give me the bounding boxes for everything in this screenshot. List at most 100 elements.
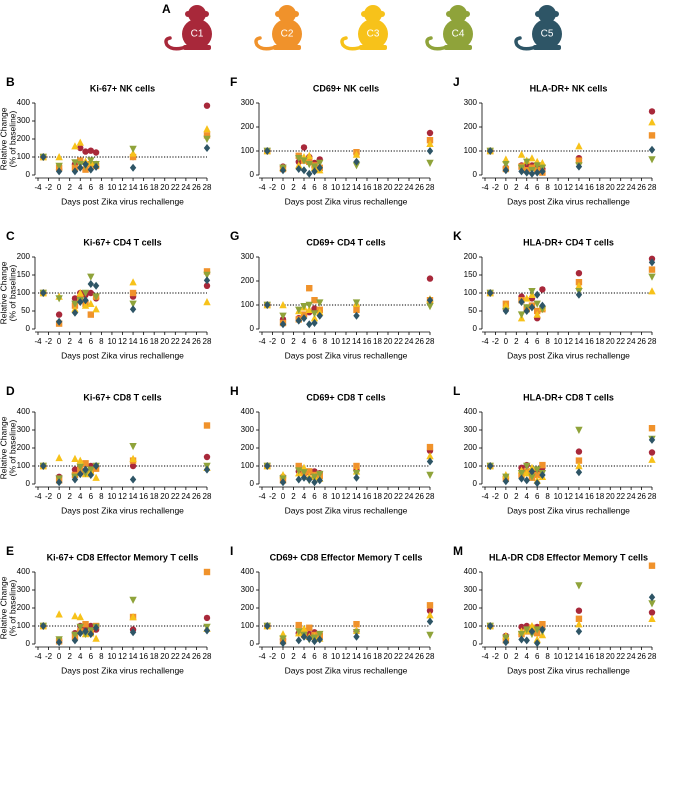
data-point: [129, 628, 137, 637]
data-point: [264, 462, 271, 470]
x-tick-label: -2: [492, 652, 500, 661]
data-point: [517, 630, 526, 639]
data-point: [40, 153, 47, 161]
data-point: [295, 316, 302, 325]
x-tick-label: 12: [118, 183, 127, 192]
x-tick-label: 22: [394, 183, 403, 192]
x-tick-label: 18: [373, 652, 382, 661]
x-tick-label: 20: [160, 492, 169, 501]
data-point: [575, 290, 583, 299]
data-point: [502, 634, 510, 642]
data-point: [648, 273, 656, 281]
data-point: [533, 300, 541, 308]
data-point: [426, 602, 434, 609]
data-point: [77, 629, 84, 638]
y-tick-label: 0: [26, 170, 31, 179]
data-point: [92, 623, 100, 632]
x-tick-label: 14: [574, 183, 583, 192]
x-tick-label: 12: [118, 652, 127, 661]
x-tick-label: -2: [45, 652, 53, 661]
x-tick-label: 10: [331, 183, 340, 192]
y-tick-label: 100: [241, 621, 255, 630]
x-tick-label: -2: [492, 183, 500, 192]
x-tick-label: 20: [160, 337, 169, 346]
legend-tail: [514, 36, 541, 51]
data-point: [76, 463, 84, 471]
legend-foot: [533, 45, 561, 50]
x-tick-label: 28: [648, 337, 657, 346]
x-tick-label: 24: [181, 183, 190, 192]
x-tick-label: 8: [323, 492, 328, 501]
legend-label: C2: [281, 29, 294, 40]
y-tick-label: 400: [17, 567, 31, 576]
data-point: [539, 461, 546, 469]
x-tick-label: 12: [564, 492, 573, 501]
legend-body: [272, 19, 302, 49]
x-tick-label: 26: [637, 337, 646, 346]
y-tick-label: 100: [17, 288, 31, 297]
data-point: [518, 635, 525, 644]
legend-ear: [553, 11, 559, 17]
data-point: [76, 289, 84, 297]
data-point: [523, 462, 531, 470]
x-tick-label: 4: [78, 652, 83, 661]
data-point: [71, 612, 79, 620]
data-point: [502, 166, 510, 175]
data-point: [306, 285, 313, 292]
y-tick-label: 100: [464, 288, 478, 297]
x-tick-label: -2: [492, 492, 500, 501]
data-point: [528, 467, 536, 476]
x-tick-label: 24: [181, 492, 190, 501]
data-point: [82, 148, 89, 155]
data-point: [71, 636, 79, 645]
data-point: [129, 454, 137, 462]
data-point: [502, 477, 510, 486]
x-tick-label: 6: [89, 492, 94, 501]
x-tick-label: 28: [203, 337, 212, 346]
data-point: [517, 150, 526, 158]
x-axis-label: Days post Zika virus rechallenge: [61, 665, 184, 675]
x-tick-label: 4: [78, 337, 83, 346]
data-point: [539, 621, 546, 628]
data-point: [82, 160, 89, 169]
data-point: [533, 479, 541, 488]
x-tick-label: 10: [554, 337, 563, 346]
data-point: [538, 159, 547, 167]
x-tick-label: 16: [363, 652, 372, 661]
data-point: [426, 147, 434, 155]
x-tick-label: 0: [281, 183, 286, 192]
data-point: [523, 476, 530, 485]
x-tick-label: 24: [627, 183, 636, 192]
data-point: [310, 163, 319, 171]
chart-title: Ki-67+ NK cells: [90, 83, 155, 93]
data-point: [502, 301, 510, 309]
data-point: [306, 634, 313, 643]
y-tick-label: 300: [464, 98, 478, 107]
data-point: [129, 596, 137, 604]
chart-title: HLA-DR+ NK cells: [530, 83, 608, 93]
data-point: [310, 310, 319, 318]
data-point: [352, 470, 361, 478]
legend-label: C1: [191, 29, 204, 40]
x-tick-label: 12: [564, 337, 573, 346]
x-tick-label: 16: [363, 183, 372, 192]
chart-title: CD69+ NK cells: [313, 83, 379, 93]
y-tick-label: 400: [464, 567, 478, 576]
data-point: [426, 275, 434, 282]
data-point: [487, 622, 494, 630]
data-point: [648, 609, 656, 616]
y-tick-label: 300: [17, 585, 31, 594]
data-point: [300, 166, 308, 175]
y-axis-label: (% of baseline): [7, 419, 17, 476]
data-point: [129, 278, 137, 286]
y-tick-label: 200: [17, 443, 31, 452]
data-point: [533, 466, 541, 474]
y-tick-label: 0: [473, 324, 478, 333]
data-point: [426, 457, 434, 466]
data-point: [300, 314, 308, 323]
x-tick-label: 10: [107, 652, 116, 661]
data-point: [426, 607, 434, 614]
data-point: [87, 280, 95, 288]
chart-title: CD69+ CD4 T cells: [306, 237, 385, 247]
data-point: [129, 305, 137, 314]
